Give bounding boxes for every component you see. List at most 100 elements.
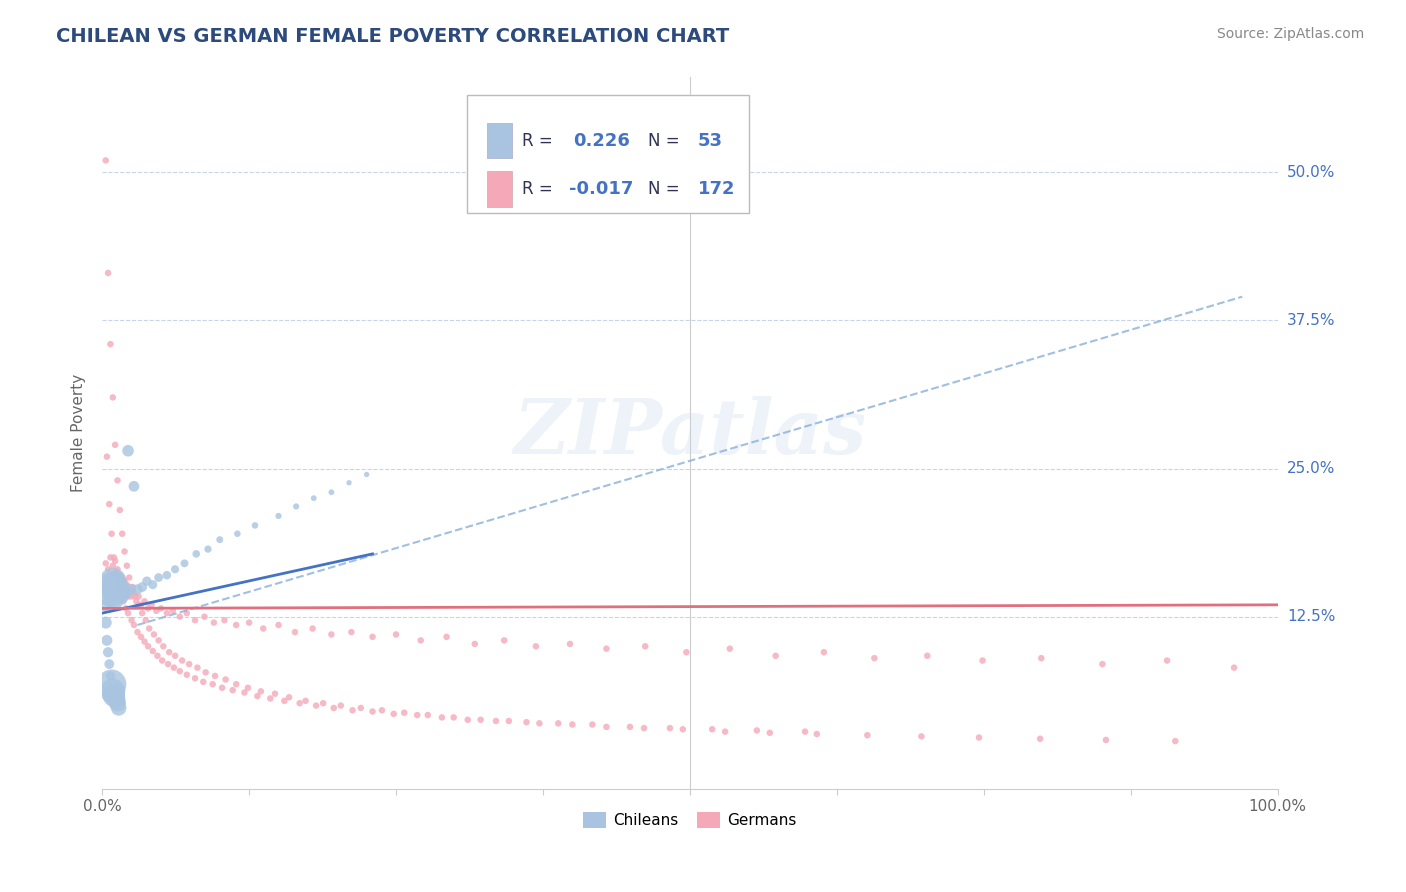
Point <box>105 566 128 580</box>
Point <box>117 443 139 458</box>
Point <box>302 491 325 505</box>
Point <box>169 609 191 624</box>
Point <box>169 664 191 678</box>
Point <box>267 508 290 523</box>
Point <box>350 701 373 715</box>
Point <box>105 582 128 597</box>
Point <box>107 696 129 710</box>
Point <box>104 438 127 452</box>
Point <box>165 648 187 663</box>
Point <box>128 590 150 604</box>
Point <box>581 717 603 731</box>
Point <box>194 665 217 680</box>
Point <box>129 598 152 612</box>
Point <box>146 648 169 663</box>
Point <box>105 571 128 585</box>
Point <box>108 568 131 582</box>
Point <box>794 724 817 739</box>
Text: ZIPatlas: ZIPatlas <box>513 396 866 470</box>
Point <box>110 577 132 591</box>
Point <box>193 674 215 689</box>
Point <box>1029 731 1052 746</box>
Point <box>243 518 266 533</box>
Point <box>114 574 136 588</box>
Point <box>114 586 136 600</box>
Point <box>1095 733 1118 747</box>
Point <box>100 582 122 597</box>
Text: 12.5%: 12.5% <box>1286 609 1336 624</box>
Point <box>107 474 129 488</box>
Point <box>595 720 617 734</box>
Point <box>98 657 121 671</box>
Point <box>202 615 225 630</box>
Point <box>122 618 145 632</box>
Point <box>745 723 768 738</box>
Point <box>104 574 127 588</box>
Point <box>385 627 408 641</box>
Point <box>114 586 136 600</box>
Point <box>1031 651 1053 665</box>
Point <box>718 641 741 656</box>
Point <box>134 594 156 608</box>
Point <box>197 542 219 557</box>
Point <box>619 720 641 734</box>
Point <box>145 604 167 618</box>
Text: -0.017: -0.017 <box>569 180 633 198</box>
Point <box>675 645 697 659</box>
Point <box>152 640 174 654</box>
Text: 25.0%: 25.0% <box>1286 461 1336 476</box>
Point <box>97 645 120 659</box>
Point <box>284 625 307 640</box>
Point <box>547 716 569 731</box>
Point <box>100 677 122 691</box>
Point <box>394 706 416 720</box>
Point <box>107 586 129 600</box>
Point <box>561 717 583 731</box>
Point <box>112 594 135 608</box>
Point <box>127 582 149 597</box>
Point <box>485 714 508 728</box>
Point <box>135 574 157 588</box>
Point <box>1091 657 1114 671</box>
Point <box>101 558 124 573</box>
Point <box>129 630 152 644</box>
Point <box>186 660 208 674</box>
Text: CHILEAN VS GERMAN FEMALE POVERTY CORRELATION CHART: CHILEAN VS GERMAN FEMALE POVERTY CORRELA… <box>56 27 730 45</box>
Point <box>236 681 259 695</box>
Text: R =: R = <box>522 132 558 150</box>
Text: Source: ZipAtlas.com: Source: ZipAtlas.com <box>1216 27 1364 41</box>
Point <box>337 475 360 490</box>
Point <box>342 703 364 717</box>
Point <box>96 586 118 600</box>
Point <box>702 723 724 737</box>
Point <box>515 715 537 730</box>
Point <box>658 721 681 735</box>
Point <box>714 724 737 739</box>
Point <box>111 571 134 585</box>
Point <box>117 606 139 620</box>
Point <box>294 694 316 708</box>
Text: 50.0%: 50.0% <box>1286 165 1336 180</box>
Point <box>558 637 581 651</box>
Point <box>1156 654 1178 668</box>
Point <box>117 590 139 604</box>
Point <box>321 485 343 500</box>
Point <box>214 613 236 627</box>
Legend: Chileans, Germans: Chileans, Germans <box>576 806 803 834</box>
Point <box>305 698 328 713</box>
Point <box>238 615 260 630</box>
Point <box>361 630 384 644</box>
Text: 0.226: 0.226 <box>574 132 630 150</box>
Point <box>163 660 186 674</box>
Point <box>148 571 170 585</box>
Point <box>356 467 378 482</box>
Point <box>863 651 886 665</box>
Point <box>430 710 453 724</box>
Point <box>443 710 465 724</box>
Point <box>250 684 273 698</box>
Point <box>184 613 207 627</box>
Point <box>107 701 129 715</box>
Point <box>225 677 247 691</box>
Point <box>156 568 179 582</box>
Point <box>107 574 129 588</box>
